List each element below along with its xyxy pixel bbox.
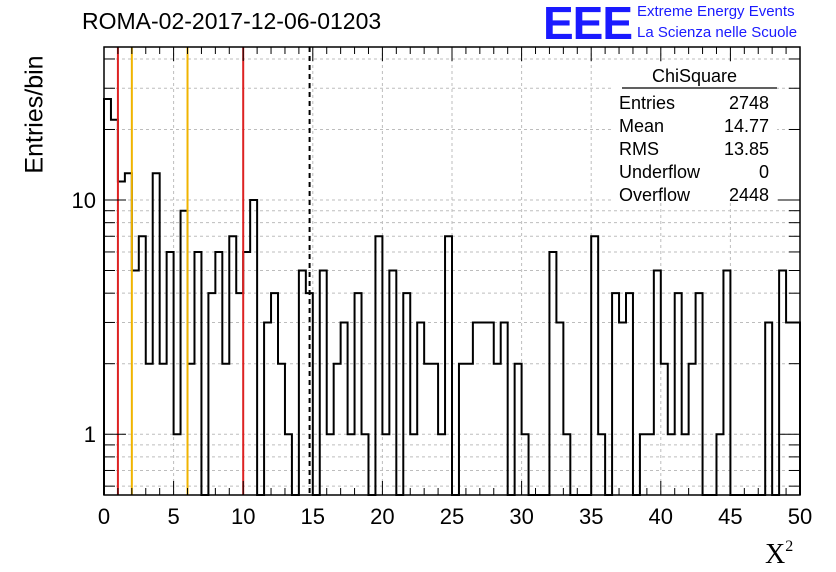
x-tick-label: 20 bbox=[370, 504, 394, 529]
x-tick-label: 45 bbox=[718, 504, 742, 529]
x-tick-label: 50 bbox=[788, 504, 812, 529]
histogram-outline bbox=[103, 97, 801, 496]
stats-label: Overflow bbox=[619, 185, 691, 205]
logo-line-1: Extreme Energy Events bbox=[637, 3, 795, 20]
x-tick-label: 25 bbox=[440, 504, 464, 529]
histogram bbox=[103, 97, 801, 496]
stats-label: Mean bbox=[619, 116, 664, 136]
x-axis-label-superscript: 2 bbox=[785, 538, 794, 555]
x-tick-label: 10 bbox=[231, 504, 255, 529]
reference-lines bbox=[116, 47, 311, 495]
stats-box: ChiSquare Entries 2748 Mean 14.77 RMS 13.85 Und… bbox=[612, 64, 777, 205]
y-axis-label: Entries/bin bbox=[20, 55, 49, 174]
stats-title: ChiSquare bbox=[652, 66, 737, 86]
stats-label: Underflow bbox=[619, 162, 701, 182]
x-tick-label: 40 bbox=[649, 504, 673, 529]
stats-value: 0 bbox=[759, 162, 769, 182]
stats-value: 13.85 bbox=[724, 139, 769, 159]
x-tick-label: 30 bbox=[509, 504, 533, 529]
stats-box-background bbox=[612, 64, 777, 203]
x-axis-label: X2 bbox=[765, 538, 793, 571]
x-tick-label: 5 bbox=[167, 504, 179, 529]
y-tick-label: 10 bbox=[72, 188, 96, 213]
y-tick-label: 1 bbox=[84, 422, 96, 447]
axes: 0 5 10 15 20 25 30 35 40 45 50 1 10 bbox=[72, 46, 812, 529]
eee-logo: EEE bbox=[543, 0, 633, 49]
run-title: ROMA-02-2017-12-06-01203 bbox=[82, 8, 382, 34]
x-axis-label-base: X bbox=[765, 539, 786, 570]
x-tick-label: 35 bbox=[579, 504, 603, 529]
stats-label: Entries bbox=[619, 93, 675, 113]
logo-line-2: La Scienza nelle Scuole bbox=[637, 24, 798, 41]
stats-value: 14.77 bbox=[724, 116, 769, 136]
stats-value: 2748 bbox=[729, 93, 769, 113]
x-tick-label: 15 bbox=[301, 504, 325, 529]
x-tick-label: 0 bbox=[98, 504, 110, 529]
stats-label: RMS bbox=[619, 139, 659, 159]
stats-value: 2448 bbox=[729, 185, 769, 205]
